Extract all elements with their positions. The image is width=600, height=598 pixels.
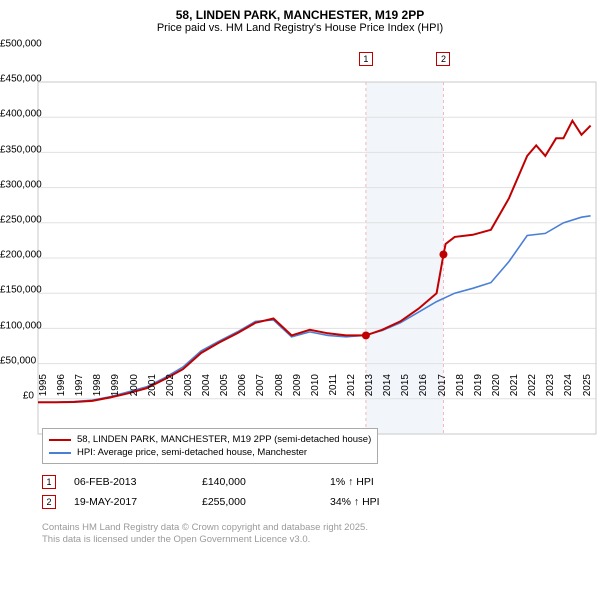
sale-footer-row: 2 19-MAY-2017 £255,000 34% ↑ HPI <box>42 492 380 512</box>
y-tick-label: £250,000 <box>0 215 34 226</box>
chart-subtitle: Price paid vs. HM Land Registry's House … <box>0 22 600 38</box>
legend-label: 58, LINDEN PARK, MANCHESTER, M19 2PP (se… <box>77 434 371 445</box>
x-tick-label: 2009 <box>292 374 303 402</box>
x-tick-label: 2010 <box>310 374 321 402</box>
x-tick-label: 1996 <box>56 374 67 402</box>
x-tick-label: 2011 <box>328 374 339 402</box>
x-tick-label: 1998 <box>92 374 103 402</box>
legend-swatch <box>49 452 71 454</box>
y-tick-label: £100,000 <box>0 320 34 331</box>
x-tick-label: 2023 <box>545 374 556 402</box>
y-tick-label: £50,000 <box>0 355 34 366</box>
sale-price: £140,000 <box>202 476 312 488</box>
x-tick-label: 2017 <box>437 374 448 402</box>
sale-pct: 1% ↑ HPI <box>330 476 374 488</box>
x-tick-label: 2012 <box>346 374 357 402</box>
x-tick-label: 2014 <box>382 374 393 402</box>
x-tick-label: 2013 <box>364 374 375 402</box>
legend-swatch <box>49 439 71 441</box>
sale-marker-small: 2 <box>42 495 56 509</box>
x-tick-label: 1999 <box>110 374 121 402</box>
legend-row: 58, LINDEN PARK, MANCHESTER, M19 2PP (se… <box>49 433 371 446</box>
y-tick-label: £300,000 <box>0 179 34 190</box>
y-tick-label: £350,000 <box>0 144 34 155</box>
sale-marker-small: 1 <box>42 475 56 489</box>
sale-price: £255,000 <box>202 496 312 508</box>
x-tick-label: 2002 <box>165 374 176 402</box>
x-tick-label: 2007 <box>255 374 266 402</box>
y-tick-label: £450,000 <box>0 74 34 85</box>
y-tick-label: £200,000 <box>0 250 34 261</box>
x-tick-label: 2015 <box>400 374 411 402</box>
x-tick-label: 2016 <box>418 374 429 402</box>
disclaimer: Contains HM Land Registry data © Crown c… <box>42 522 368 546</box>
x-tick-label: 1995 <box>38 374 49 402</box>
disclaimer-line: This data is licensed under the Open Gov… <box>42 534 368 546</box>
chart-container: { "title": "58, LINDEN PARK, MANCHESTER,… <box>0 0 600 560</box>
plot-area <box>0 38 600 598</box>
sale-marker: 2 <box>436 52 450 66</box>
x-tick-label: 2021 <box>509 374 520 402</box>
chart-title: 58, LINDEN PARK, MANCHESTER, M19 2PP <box>0 0 600 22</box>
y-tick-label: £500,000 <box>0 39 34 50</box>
x-tick-label: 2004 <box>201 374 212 402</box>
sale-footer-rows: 1 06-FEB-2013 £140,000 1% ↑ HPI 2 19-MAY-2017… <box>42 472 380 512</box>
y-tick-label: £150,000 <box>0 285 34 296</box>
x-tick-label: 2003 <box>183 374 194 402</box>
x-tick-label: 2024 <box>563 374 574 402</box>
y-tick-label: £0 <box>0 391 34 402</box>
x-tick-label: 2022 <box>527 374 538 402</box>
sale-marker: 1 <box>359 52 373 66</box>
sale-pct: 34% ↑ HPI <box>330 496 380 508</box>
x-tick-label: 2025 <box>582 374 593 402</box>
x-tick-label: 2000 <box>129 374 140 402</box>
sale-date: 06-FEB-2013 <box>74 476 184 488</box>
x-tick-label: 2006 <box>237 374 248 402</box>
disclaimer-line: Contains HM Land Registry data © Crown c… <box>42 522 368 534</box>
legend-label: HPI: Average price, semi-detached house,… <box>77 447 307 458</box>
x-tick-label: 2020 <box>491 374 502 402</box>
x-tick-label: 2005 <box>219 374 230 402</box>
x-tick-label: 2008 <box>274 374 285 402</box>
x-tick-label: 1997 <box>74 374 85 402</box>
x-tick-label: 2019 <box>473 374 484 402</box>
legend-row: HPI: Average price, semi-detached house,… <box>49 446 371 459</box>
x-tick-label: 2001 <box>147 374 158 402</box>
y-tick-label: £400,000 <box>0 109 34 120</box>
legend: 58, LINDEN PARK, MANCHESTER, M19 2PP (se… <box>42 428 378 464</box>
sale-date: 19-MAY-2017 <box>74 496 184 508</box>
sale-footer-row: 1 06-FEB-2013 £140,000 1% ↑ HPI <box>42 472 380 492</box>
x-tick-label: 2018 <box>455 374 466 402</box>
